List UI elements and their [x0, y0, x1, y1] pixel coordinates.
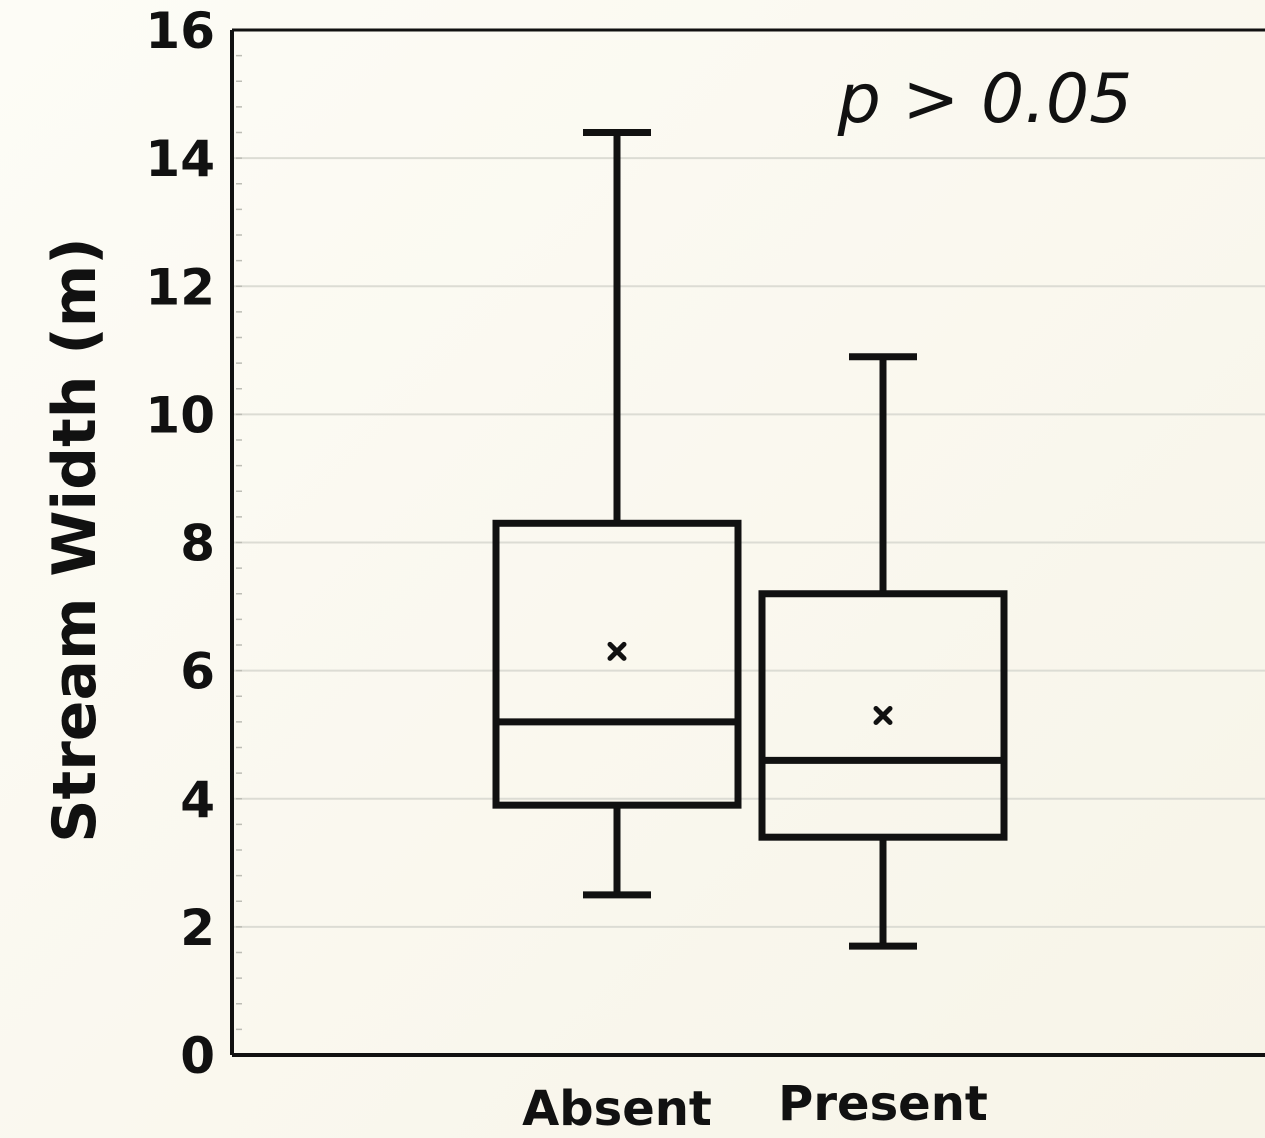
- x-category-labels: Absent Present: [522, 1076, 988, 1137]
- mean-marker: [873, 705, 893, 725]
- y-tick-label: 14: [145, 130, 215, 188]
- y-tick-label: 10: [145, 386, 215, 444]
- y-axis-title: Stream Width (m): [40, 237, 110, 842]
- y-tick-label: 8: [180, 515, 215, 573]
- x-category-label: Present: [778, 1076, 988, 1132]
- x-category-label: Absent: [522, 1081, 712, 1137]
- minor-ticks: [236, 29, 242, 1056]
- y-tick-labels: 0 2 4 6 8 10 12 14 16: [145, 2, 215, 1085]
- significance-annotation: p > 0.05: [837, 60, 1133, 139]
- iqr-box: [758, 590, 1008, 841]
- y-tick-label: 2: [180, 899, 215, 957]
- y-tick-label: 12: [145, 258, 215, 316]
- y-tick-label: 0: [180, 1027, 215, 1085]
- y-tick-label: 4: [180, 771, 215, 829]
- gridlines: [232, 157, 1265, 928]
- iqr-box: [492, 519, 742, 809]
- boxes: [492, 129, 1008, 950]
- y-tick-label: 16: [145, 2, 215, 60]
- y-tick-label: 6: [180, 643, 215, 701]
- box-absent: [492, 129, 742, 899]
- axes: [230, 28, 1265, 1057]
- mean-marker: [607, 641, 627, 661]
- box-present: [758, 353, 1008, 950]
